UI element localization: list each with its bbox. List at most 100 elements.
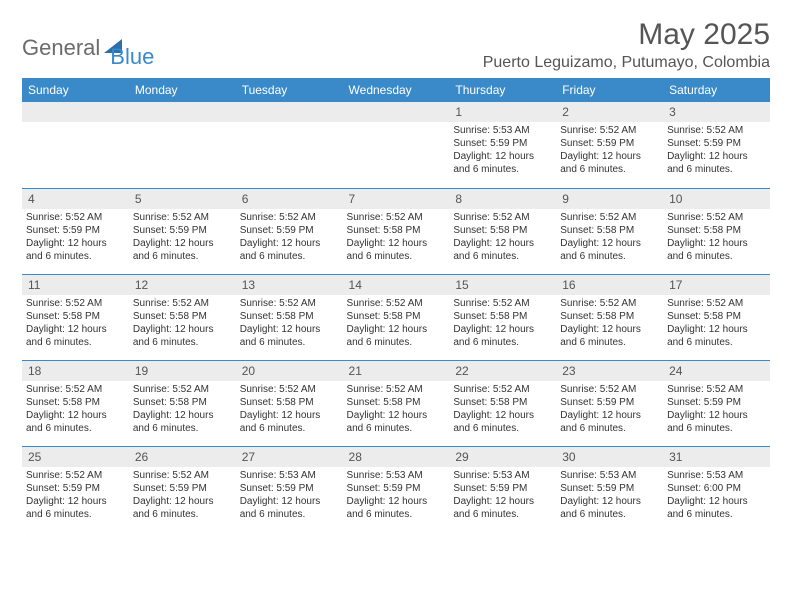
daylight-line: Daylight: 12 hours and 6 minutes. (240, 409, 339, 435)
sunset-line: Sunset: 5:59 PM (560, 482, 659, 495)
sunrise-label: Sunrise: (26, 384, 65, 395)
day-header-tuesday: Tuesday (236, 78, 343, 102)
month-title: May 2025 (483, 18, 770, 52)
sunset-label: Sunset: (560, 311, 597, 322)
calendar-cell: 27Sunrise: 5:53 AMSunset: 5:59 PMDayligh… (236, 446, 343, 532)
sunset-line: Sunset: 5:59 PM (667, 396, 766, 409)
sunrise-line: Sunrise: 5:52 AM (453, 211, 552, 224)
sunset-label: Sunset: (453, 138, 490, 149)
sunset-value: 5:58 PM (170, 397, 207, 408)
sunset-label: Sunset: (347, 397, 384, 408)
sunset-label: Sunset: (560, 397, 597, 408)
calendar-cell: 4Sunrise: 5:52 AMSunset: 5:59 PMDaylight… (22, 188, 129, 274)
day-number: 26 (129, 447, 236, 467)
daylight-line: Daylight: 12 hours and 6 minutes. (26, 323, 125, 349)
sunset-line: Sunset: 5:59 PM (133, 482, 232, 495)
sunrise-value: 5:52 AM (172, 212, 209, 223)
day-info: Sunrise: 5:52 AMSunset: 5:58 PMDaylight:… (449, 209, 556, 265)
day-info: Sunrise: 5:52 AMSunset: 5:59 PMDaylight:… (129, 209, 236, 265)
daylight-line: Daylight: 12 hours and 6 minutes. (453, 150, 552, 176)
daylight-label: Daylight: (26, 410, 68, 421)
title-block: May 2025 Puerto Leguizamo, Putumayo, Col… (483, 18, 770, 72)
daylight-label: Daylight: (560, 496, 602, 507)
calendar-cell: 23Sunrise: 5:52 AMSunset: 5:59 PMDayligh… (556, 360, 663, 446)
logo: General Blue (22, 18, 154, 70)
day-header-friday: Friday (556, 78, 663, 102)
day-header-wednesday: Wednesday (343, 78, 450, 102)
sunrise-value: 5:52 AM (172, 298, 209, 309)
calendar-cell: 28Sunrise: 5:53 AMSunset: 5:59 PMDayligh… (343, 446, 450, 532)
calendar-cell (129, 102, 236, 188)
calendar-cell: 6Sunrise: 5:52 AMSunset: 5:59 PMDaylight… (236, 188, 343, 274)
day-info: Sunrise: 5:52 AMSunset: 5:59 PMDaylight:… (663, 381, 770, 437)
daylight-label: Daylight: (347, 496, 389, 507)
day-header-sunday: Sunday (22, 78, 129, 102)
sunrise-label: Sunrise: (453, 212, 492, 223)
sunrise-value: 5:52 AM (172, 470, 209, 481)
sunrise-line: Sunrise: 5:53 AM (347, 469, 446, 482)
calendar-cell: 25Sunrise: 5:52 AMSunset: 5:59 PMDayligh… (22, 446, 129, 532)
daylight-label: Daylight: (453, 324, 495, 335)
sunrise-value: 5:52 AM (493, 384, 530, 395)
calendar-cell: 12Sunrise: 5:52 AMSunset: 5:58 PMDayligh… (129, 274, 236, 360)
sunrise-label: Sunrise: (133, 470, 172, 481)
day-number: 18 (22, 361, 129, 381)
calendar-cell: 5Sunrise: 5:52 AMSunset: 5:59 PMDaylight… (129, 188, 236, 274)
daylight-label: Daylight: (667, 151, 709, 162)
day-number: 6 (236, 189, 343, 209)
sunrise-value: 5:52 AM (65, 212, 102, 223)
sunset-line: Sunset: 5:59 PM (453, 137, 552, 150)
daylight-line: Daylight: 12 hours and 6 minutes. (560, 409, 659, 435)
sunset-value: 5:58 PM (597, 311, 634, 322)
sunrise-value: 5:52 AM (493, 212, 530, 223)
sunrise-label: Sunrise: (240, 298, 279, 309)
sunrise-label: Sunrise: (560, 125, 599, 136)
sunset-value: 5:58 PM (383, 225, 420, 236)
sunrise-label: Sunrise: (560, 298, 599, 309)
daylight-line: Daylight: 12 hours and 6 minutes. (667, 495, 766, 521)
sunrise-line: Sunrise: 5:52 AM (133, 211, 232, 224)
sunrise-value: 5:52 AM (707, 212, 744, 223)
sunset-value: 5:58 PM (170, 311, 207, 322)
sunset-value: 5:58 PM (704, 311, 741, 322)
day-number: 27 (236, 447, 343, 467)
daylight-line: Daylight: 12 hours and 6 minutes. (560, 150, 659, 176)
sunset-value: 5:59 PM (276, 225, 313, 236)
sunrise-line: Sunrise: 5:52 AM (453, 297, 552, 310)
calendar-cell: 8Sunrise: 5:52 AMSunset: 5:58 PMDaylight… (449, 188, 556, 274)
sunrise-value: 5:52 AM (600, 212, 637, 223)
sunrise-value: 5:52 AM (386, 384, 423, 395)
daylight-label: Daylight: (347, 410, 389, 421)
sunset-line: Sunset: 5:59 PM (26, 224, 125, 237)
sunset-value: 5:59 PM (490, 138, 527, 149)
daylight-label: Daylight: (453, 238, 495, 249)
sunset-line: Sunset: 5:58 PM (347, 310, 446, 323)
calendar-cell: 21Sunrise: 5:52 AMSunset: 5:58 PMDayligh… (343, 360, 450, 446)
daylight-label: Daylight: (560, 238, 602, 249)
daylight-label: Daylight: (667, 324, 709, 335)
daylight-label: Daylight: (560, 324, 602, 335)
sunset-value: 5:58 PM (383, 397, 420, 408)
sunset-label: Sunset: (667, 311, 704, 322)
sunrise-label: Sunrise: (453, 298, 492, 309)
sunset-label: Sunset: (667, 397, 704, 408)
sunset-value: 5:59 PM (63, 483, 100, 494)
calendar-cell: 31Sunrise: 5:53 AMSunset: 6:00 PMDayligh… (663, 446, 770, 532)
sunset-line: Sunset: 5:58 PM (453, 310, 552, 323)
sunrise-line: Sunrise: 5:52 AM (560, 297, 659, 310)
logo-text-blue: Blue (110, 44, 154, 70)
day-number (236, 102, 343, 122)
day-number: 16 (556, 275, 663, 295)
sunset-line: Sunset: 5:59 PM (26, 482, 125, 495)
sunrise-value: 5:52 AM (600, 125, 637, 136)
sunrise-value: 5:52 AM (386, 298, 423, 309)
sunset-line: Sunset: 5:58 PM (240, 310, 339, 323)
sunset-value: 5:58 PM (704, 225, 741, 236)
sunset-line: Sunset: 5:58 PM (667, 310, 766, 323)
calendar-body: 1Sunrise: 5:53 AMSunset: 5:59 PMDaylight… (22, 102, 770, 532)
sunset-value: 5:58 PM (490, 225, 527, 236)
daylight-line: Daylight: 12 hours and 6 minutes. (26, 237, 125, 263)
sunrise-line: Sunrise: 5:53 AM (667, 469, 766, 482)
sunset-line: Sunset: 5:59 PM (453, 482, 552, 495)
daylight-line: Daylight: 12 hours and 6 minutes. (667, 150, 766, 176)
